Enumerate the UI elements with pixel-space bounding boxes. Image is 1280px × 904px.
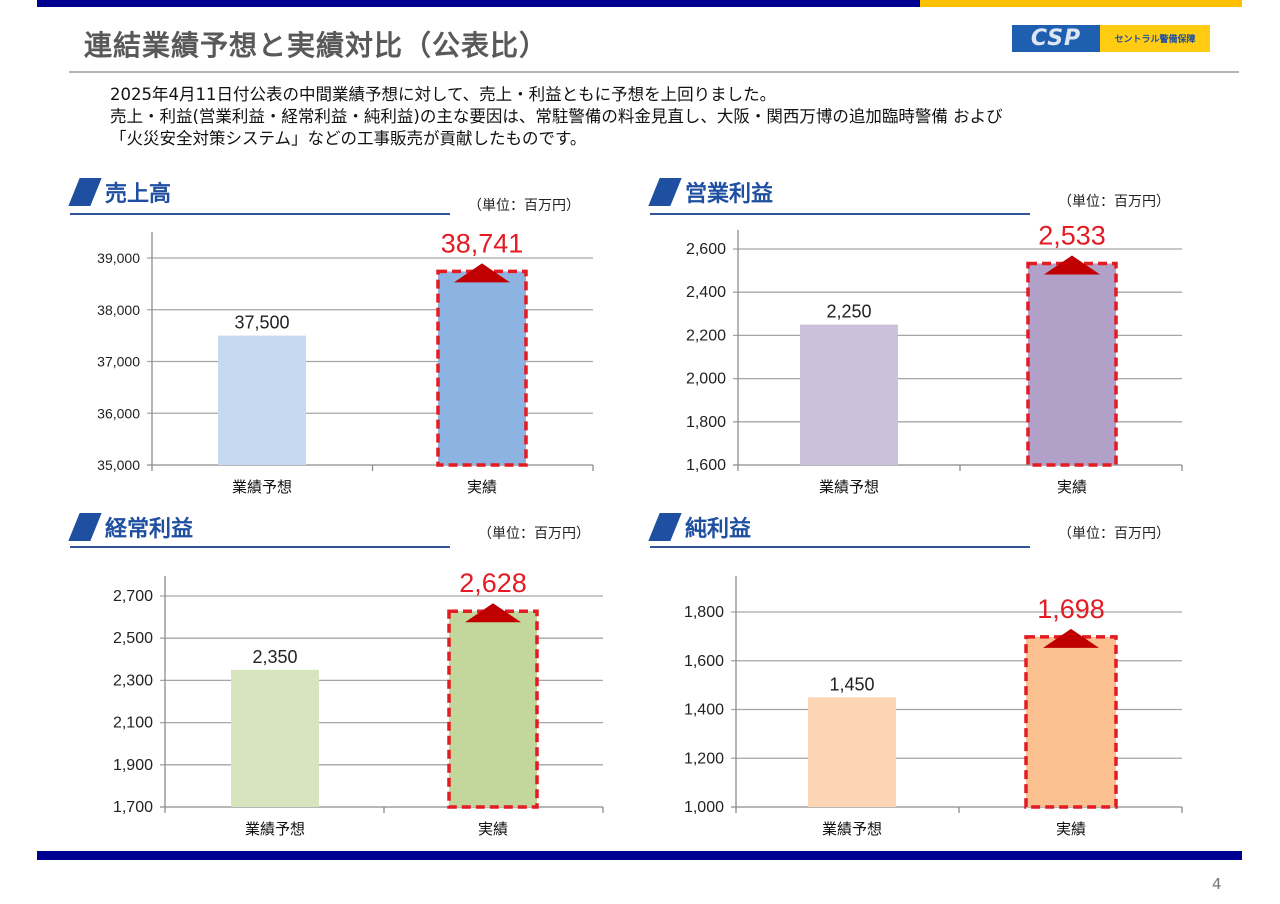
y-tick-label: 2,200 <box>686 327 726 344</box>
section-title: 売上高 <box>105 182 172 207</box>
summary-line: 「火災安全対策システム」などの工事販売が貢献したものです。 <box>110 129 587 148</box>
bottom-bar <box>37 851 1242 860</box>
value-label-forecast: 2,250 <box>826 302 871 322</box>
value-label-forecast: 1,450 <box>829 674 874 694</box>
up-arrow-icon <box>454 263 510 283</box>
category-label: 実績 <box>1057 479 1087 496</box>
bar-actual <box>438 271 526 465</box>
y-tick-label: 1,200 <box>684 750 724 767</box>
y-tick-label: 1,900 <box>113 757 153 774</box>
y-tick-label: 1,800 <box>684 604 724 621</box>
section-title: 経常利益 <box>105 517 194 542</box>
unit-label: （単位：百万円） <box>1058 526 1170 542</box>
category-label: 実績 <box>467 479 497 496</box>
y-tick-label: 2,600 <box>686 241 726 258</box>
unit-label: （単位：百万円） <box>1058 194 1170 210</box>
logo-company-text: セントラル警備保障 <box>1114 35 1196 45</box>
y-tick-label: 1,600 <box>684 653 724 670</box>
y-tick-label: 2,700 <box>113 588 153 605</box>
value-label-actual: 38,741 <box>441 228 524 258</box>
category-label: 業績予想 <box>822 821 882 838</box>
chart-sales: 35,000 36,000 37,000 38,000 39,000 37,500 業績予想… <box>97 228 594 496</box>
summary-line: 売上・利益(営業利益・経常利益・純利益)の主な要因は、常駐警備の料金見直し、大阪… <box>110 107 1003 126</box>
bar-actual <box>1028 263 1116 465</box>
section-title: 営業利益 <box>685 182 774 207</box>
y-tick-label: 39,000 <box>97 250 140 266</box>
page-number: 4 <box>1212 875 1222 893</box>
y-tick-label: 36,000 <box>97 405 140 421</box>
up-arrow-icon <box>465 603 521 623</box>
summary-line: 2025年4月11日付公表の中間業績予想に対して、売上・利益ともに予想を上回りま… <box>110 85 777 104</box>
top-bar-gold <box>920 0 1242 7</box>
company-logo: CSP セントラル警備保障 <box>1012 25 1210 52</box>
section-rule <box>650 546 1030 548</box>
unit-label: （単位：百万円） <box>478 526 590 542</box>
y-tick-label: 2,100 <box>113 715 153 732</box>
category-label: 実績 <box>1056 821 1086 838</box>
up-arrow-icon <box>1044 255 1100 275</box>
section-header-net-income: 純利益 <box>648 511 752 543</box>
top-bar-navy <box>37 0 920 7</box>
bar-forecast <box>808 697 896 807</box>
y-tick-label: 1,700 <box>113 799 153 816</box>
category-label: 業績予想 <box>819 479 879 496</box>
y-tick-label: 2,300 <box>113 672 153 689</box>
value-label-actual: 1,698 <box>1037 594 1105 624</box>
y-tick-label: 35,000 <box>97 457 140 473</box>
chart-ordinary-income: 1,700 1,900 2,100 2,300 2,500 2,700 2,350 業績予想 2… <box>113 568 604 838</box>
category-label: 業績予想 <box>232 479 292 496</box>
value-label-forecast: 2,350 <box>252 647 297 667</box>
y-tick-label: 1,000 <box>684 799 724 816</box>
bar-forecast <box>800 324 898 465</box>
section-title: 純利益 <box>685 517 752 542</box>
section-header-operating-income: 営業利益 <box>648 176 774 208</box>
bar-actual <box>449 611 537 807</box>
section-header-sales: 売上高 <box>68 176 172 208</box>
y-tick-label: 2,400 <box>686 284 726 301</box>
value-label-actual: 2,533 <box>1038 220 1106 250</box>
bar-forecast <box>231 669 319 807</box>
unit-label: （単位：百万円） <box>468 198 580 214</box>
value-label-forecast: 37,500 <box>234 313 289 333</box>
chart-net-income: 1,000 1,200 1,400 1,600 1,800 1,450 業績予想 1,698 実… <box>684 576 1183 838</box>
y-tick-label: 2,500 <box>113 630 153 647</box>
logo-company: セントラル警備保障 <box>1100 25 1210 52</box>
bar-forecast <box>218 335 306 465</box>
logo-mark-text: CSP <box>1030 26 1082 51</box>
y-tick-label: 1,400 <box>684 702 724 719</box>
y-tick-label: 37,000 <box>97 354 140 370</box>
section-rule <box>650 213 1030 215</box>
category-label: 業績予想 <box>245 821 305 838</box>
chart-operating-income: 1,600 1,800 2,000 2,200 2,400 2,600 2,250 業績予想 2… <box>686 220 1183 496</box>
section-rule <box>70 546 450 548</box>
page-title: 連結業績予想と実績対比（公表比） <box>84 29 549 62</box>
y-tick-label: 1,800 <box>686 414 726 431</box>
section-header-ordinary-income: 経常利益 <box>68 511 194 543</box>
title-divider <box>69 71 1239 73</box>
y-tick-label: 38,000 <box>97 302 140 318</box>
value-label-actual: 2,628 <box>459 568 527 598</box>
up-arrow-icon <box>1043 628 1099 648</box>
summary-text: 2025年4月11日付公表の中間業績予想に対して、売上・利益ともに予想を上回りま… <box>110 84 1003 150</box>
y-tick-label: 1,600 <box>686 457 726 474</box>
section-rule <box>70 213 450 215</box>
category-label: 実績 <box>478 821 508 838</box>
logo-mark: CSP <box>1012 25 1100 52</box>
y-tick-label: 2,000 <box>686 371 726 388</box>
bar-actual <box>1026 636 1116 807</box>
